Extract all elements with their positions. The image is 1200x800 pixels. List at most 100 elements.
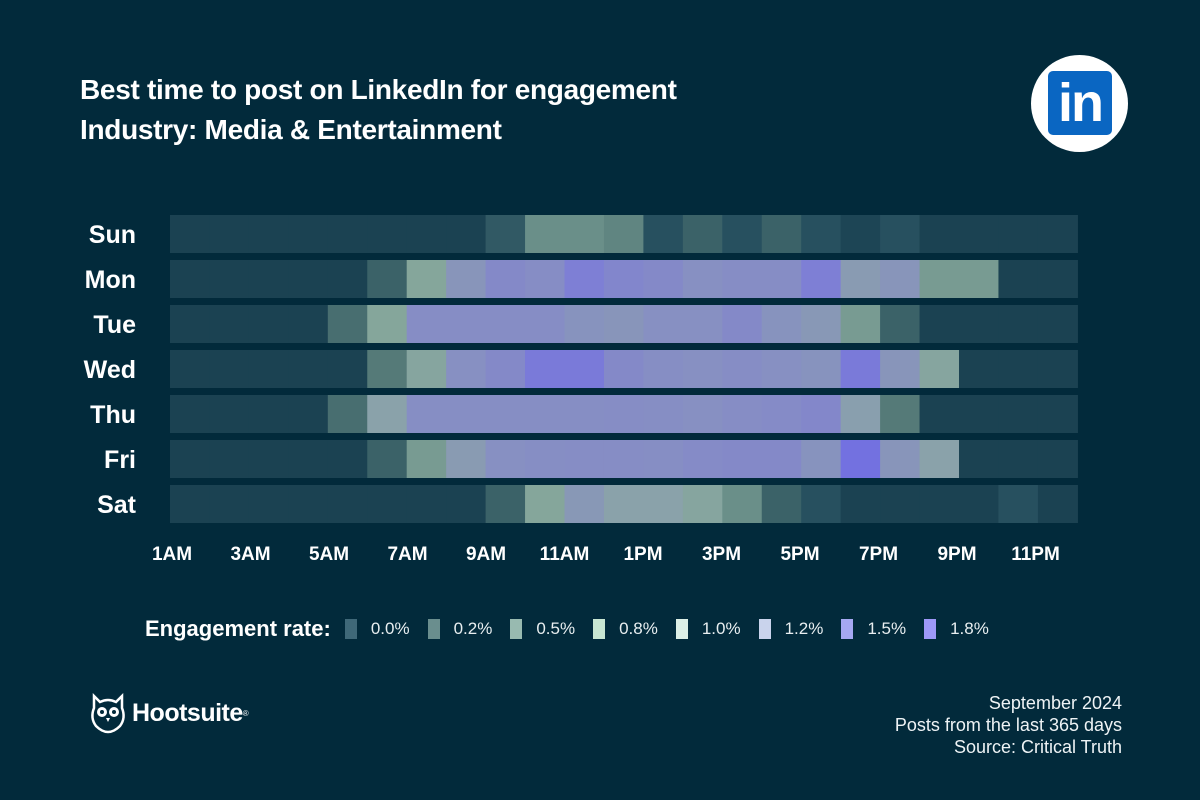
heatmap-cell-mon-8am [446,260,487,298]
legend-item: 1.2% [758,619,823,639]
heatmap-cell-tue-1pm [643,305,684,343]
heatmap-cell-mon-11pm [1037,260,1078,298]
heatmap-cell-mon-10am [525,260,566,298]
heatmap-cell-wed-3pm [722,350,763,388]
owl-icon [91,692,125,734]
footer-source: Source: Critical Truth [953,737,1122,757]
hootsuite-logo: Hootsuite ® [88,692,249,734]
legend-swatch [841,619,854,639]
heatmap-cell-wed-9pm [959,350,1000,388]
x-tick-label: 11PM [1011,544,1060,565]
heatmap-cell-fri-10am [525,440,566,478]
x-tick-label: 1PM [623,544,662,565]
heatmap-cell-sun-2pm [682,215,723,253]
heatmap-cell-thu-7pm [880,395,921,433]
heatmap-cell-thu-1am [170,395,211,433]
heatmap-cell-sun-3am [248,215,289,253]
heatmap-cell-mon-10pm [998,260,1039,298]
heatmap-cell-fri-7am [406,440,447,478]
heatmap-cell-fri-12pm [603,440,644,478]
row-label-sun: Sun [89,221,136,249]
heatmap-cell-fri-5pm [801,440,842,478]
heatmap-cell-sat-10am [525,485,566,523]
legend-label: 0.8% [619,619,658,638]
heatmap-cell-sun-12pm [603,215,644,253]
row-label-wed: Wed [84,356,136,384]
legend-label: 0.2% [453,619,493,638]
row-label-thu: Thu [90,401,136,429]
heatmap-cell-thu-4pm [761,395,802,433]
heatmap-cell-fri-9pm [959,440,1000,478]
heatmap-cell-tue-4pm [761,305,802,343]
heatmap-cell-sat-6am [367,485,408,523]
heatmap-cell-sun-6am [367,215,408,253]
heatmap-cell-wed-2am [209,350,250,388]
legend-swatch [593,619,606,639]
heatmap-cell-sun-5am [327,215,368,253]
heatmap-cell-thu-6pm [840,395,881,433]
heatmap-cell-tue-8am [446,305,487,343]
x-tick-label: 9AM [466,544,506,565]
heatmap-cell-sun-1am [170,215,211,253]
heatmap-cell-thu-12pm [603,395,644,433]
legend-item: 0.5% [510,619,575,639]
x-tick-label: 3PM [702,544,741,565]
heatmap-cell-mon-9am [485,260,526,298]
heatmap-cell-wed-9am [485,350,526,388]
chart-subtitle: Industry: Media & Entertainment [80,114,502,145]
heatmap-cell-tue-3pm [722,305,763,343]
heatmap-cell-sun-6pm [840,215,881,253]
heatmap-cell-tue-11pm [1037,305,1078,343]
x-tick-label: 3AM [230,544,270,565]
heatmap-cell-sat-5am [327,485,368,523]
legend-item: 1.5% [841,619,906,639]
legend-label: 0.5% [536,619,576,638]
heatmap-cell-tue-8pm [919,305,960,343]
heatmap-cell-sat-11pm [1037,485,1078,523]
heatmap-cell-wed-11am [564,350,605,388]
legend-label: 1.8% [950,619,989,638]
heatmap-cell-tue-5pm [801,305,842,343]
heatmap-cell-tue-9pm [959,305,1000,343]
heatmap-cell-tue-12pm [603,305,644,343]
heatmap-cell-thu-5pm [801,395,842,433]
heatmap-cell-tue-2am [209,305,250,343]
heatmap-cell-fri-10pm [998,440,1039,478]
heatmap-cell-sun-1pm [643,215,684,253]
heatmap-cell-thu-3pm [722,395,763,433]
heatmap-cell-sun-8pm [919,215,960,253]
legend-title: Engagement rate: [145,616,331,641]
heatmap-cell-sat-8pm [919,485,960,523]
x-tick-label: 5AM [309,544,349,565]
heatmap-cell-fri-5am [327,440,368,478]
heatmap-cell-thu-2pm [682,395,723,433]
heatmap-cell-sat-5pm [801,485,842,523]
heatmap-cell-mon-2am [209,260,250,298]
legend-swatch [924,619,937,639]
heatmap-cell-sun-4am [288,215,329,253]
heatmap-cell-thu-4am [288,395,329,433]
heatmap-cell-sat-2am [209,485,250,523]
heatmap-cell-fri-6am [367,440,408,478]
heatmap-cell-wed-10pm [998,350,1039,388]
heatmap-cell-mon-5pm [801,260,842,298]
heatmap-cell-tue-5am [327,305,368,343]
heatmap-cell-thu-6am [367,395,408,433]
heatmap-cell-thu-10am [525,395,566,433]
heatmap-cell-thu-9pm [959,395,1000,433]
heatmap-cell-sat-10pm [998,485,1039,523]
heatmap-cell-mon-6pm [840,260,881,298]
heatmap-cell-sun-7pm [880,215,921,253]
row-label-tue: Tue [93,311,136,339]
heatmap-cell-tue-2pm [682,305,723,343]
heatmap-cell-sat-6pm [840,485,881,523]
heatmap-cell-sun-9pm [959,215,1000,253]
heatmap-cell-tue-10pm [998,305,1039,343]
heatmap-cell-fri-3pm [722,440,763,478]
heatmap-cell-mon-7pm [880,260,921,298]
heatmap-cell-mon-2pm [682,260,723,298]
x-tick-label: 9PM [937,544,976,565]
heatmap-chart: Sun Mon Tue Wed Thu Fri Sat 1AM 3AM 5AM 7AM 9AM 11AM… [84,215,1078,565]
heatmap-cell-tue-11am [564,305,605,343]
heatmap-cell-wed-1am [170,350,211,388]
